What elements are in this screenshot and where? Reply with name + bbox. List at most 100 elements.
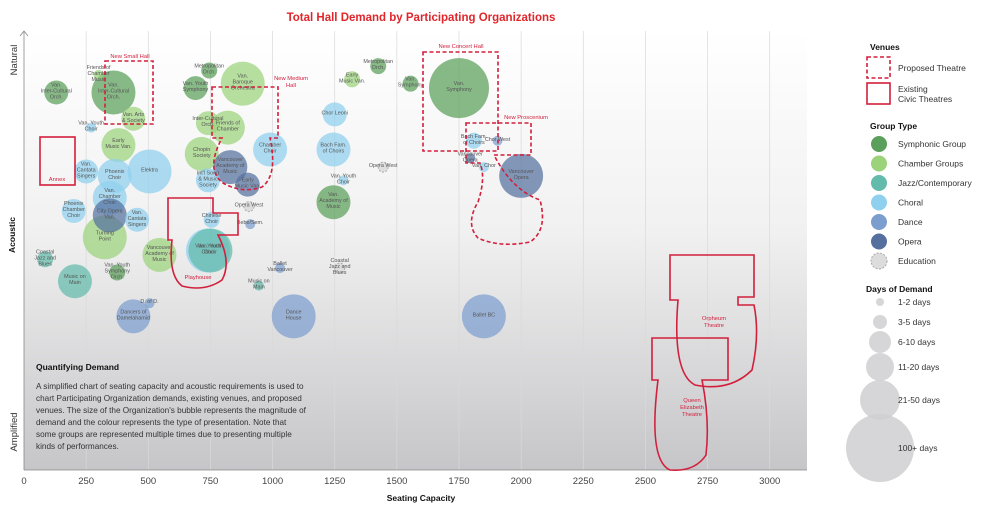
legend-group-label: Symphonic Group — [898, 139, 966, 149]
bubble — [253, 280, 264, 291]
legend-proposed-label: Proposed Theatre — [898, 63, 966, 73]
bubble — [316, 185, 351, 220]
legend-days-label: 21-50 days — [898, 395, 940, 405]
bubble — [338, 175, 349, 186]
legend-group-label: Chamber Groups — [898, 159, 963, 169]
x-tick-label: 2000 — [511, 476, 532, 487]
legend-group-label: Dance — [898, 217, 923, 227]
legend-days-title: Days of Demand — [866, 284, 933, 294]
bubble — [499, 153, 544, 198]
bubble-label: Ballet BC — [473, 312, 496, 318]
bubble-label: Music on Main — [64, 274, 86, 286]
bubble — [213, 150, 248, 185]
legend-days-circle — [869, 331, 891, 353]
venue-label-new-concert-hall: New Concert Hall — [438, 44, 483, 50]
legend-group-swatch — [871, 136, 887, 152]
bubble — [92, 198, 127, 233]
bubble-label: Van. Youth Symphony Orch. — [104, 262, 130, 280]
legend-existing-label-2: Civic Theatres — [898, 94, 952, 104]
x-tick-label: 2500 — [635, 476, 656, 487]
bubble-label: Phoenix Choir — [105, 169, 125, 181]
venue-label-new-small-hall: New Small Hall — [110, 54, 149, 60]
bubble-label: Van. Arts & Society — [122, 112, 145, 124]
x-tick-label: 2250 — [573, 476, 594, 487]
bubble — [429, 58, 489, 119]
bubble — [203, 211, 220, 228]
bubble-label: Van. Cantata Singers — [128, 210, 147, 228]
venue-labels: New Small Hall New Medium Hall New Conce… — [49, 44, 726, 418]
bubble-label: Inter-Cultural Orch. — [192, 116, 223, 128]
bubble — [127, 149, 172, 194]
venue-label-qe-2: Elizabeth — [680, 405, 704, 411]
venue-label-orpheum-1: Orpheum — [702, 316, 726, 322]
x-tick-label: 1250 — [324, 476, 345, 487]
bubble — [245, 219, 256, 230]
x-tick-labels: 0 250 500 750 1000 1250 1500 1750 2000 2250 2500 27… — [21, 476, 780, 487]
bubble-label: Van. Youth Symphony — [183, 81, 209, 93]
bubble-label: Friends of Chamber Music — [87, 65, 111, 83]
bubble-label: Bach Fam. of Choirs — [461, 134, 487, 146]
bubble — [253, 132, 288, 167]
bubble-label: Metropolitan Orch. — [363, 59, 393, 71]
bubble — [37, 251, 54, 268]
venue-label-playhouse: Playhouse — [184, 275, 211, 281]
venue-label-qe-3: Theatre — [682, 412, 702, 418]
bubble — [377, 161, 389, 173]
bubble-label: Van. Chamber Choir — [99, 188, 121, 206]
bubble — [184, 136, 219, 171]
bubble — [93, 69, 104, 80]
bubble — [183, 76, 208, 101]
bubble-label: Van. Youth Choir — [198, 244, 224, 256]
venue-label-new-proscenium: New Proscenium — [504, 115, 548, 121]
bubble-label: Van. Symphony — [446, 81, 472, 93]
bubble-label: Friends of Chamber — [216, 121, 240, 133]
bubble — [465, 132, 482, 149]
venue-outlines — [39, 136, 758, 472]
venue-new-concert-hall — [422, 51, 499, 152]
chart-title: Total Hall Demand by Participating Organ… — [287, 12, 556, 24]
bubble-label: City Opera Van. — [97, 208, 123, 220]
bubble-label: Van. Youth Choir — [78, 121, 104, 133]
bubble-label: Vancouver Academy of Music — [216, 157, 245, 175]
venue-queen-elizabeth — [651, 337, 729, 472]
x-tick-label: 250 — [78, 476, 94, 487]
bubble — [334, 262, 346, 274]
bubble — [271, 294, 316, 339]
legend-days-label: 6-10 days — [898, 337, 935, 347]
bubble-label: Van. Academy of Music — [319, 192, 348, 210]
legend-proposed-swatch — [866, 56, 891, 79]
bubble — [195, 168, 220, 193]
bubble — [57, 264, 92, 299]
legend-group-label: Opera — [898, 237, 922, 247]
y-axis-title: Acoustic — [7, 217, 17, 253]
legend-group-swatch — [871, 175, 887, 191]
x-tick-label: 500 — [140, 476, 156, 487]
x-tick-label: 3000 — [759, 476, 780, 487]
x-tick-label: 1000 — [262, 476, 283, 487]
bubble — [402, 75, 419, 92]
bubble-label: Phoenix Chamber Choir — [63, 201, 85, 219]
bubble-label: Early Music Van. — [105, 138, 131, 150]
bubble-label: Vancouver Opera — [457, 151, 483, 163]
bubble — [44, 80, 69, 105]
bubbles: Van. Inter-Cultural Orch. Van. Inter-Cultura… — [34, 58, 544, 339]
bubble — [74, 159, 99, 184]
bubble-label: Chinese Choir — [202, 213, 222, 225]
bubble — [220, 61, 265, 106]
venue-label-qe-1: Queen — [683, 398, 700, 404]
venue-label-new-medium-hall: New Medium — [274, 76, 308, 82]
legend-days-label: 100+ days — [898, 443, 937, 453]
bubble — [235, 172, 260, 197]
legend-group-label: Choral — [898, 198, 923, 208]
bubble — [210, 110, 245, 145]
venue-label-annex: Annex — [49, 177, 66, 183]
bubble-label: Turning Point — [96, 230, 114, 242]
bubble-label: Dancers of Damelahamid — [117, 309, 150, 321]
note-body: A simplified chart of seating capacity a… — [36, 382, 306, 451]
legend-existing-label-1: Existing — [898, 84, 928, 94]
bubble-label: Int'l Song & Music Society — [197, 170, 219, 188]
x-axis-title: Seating Capacity — [387, 493, 456, 503]
legend-days-circle — [873, 315, 887, 329]
bubble-label: Elektra — [141, 167, 158, 173]
